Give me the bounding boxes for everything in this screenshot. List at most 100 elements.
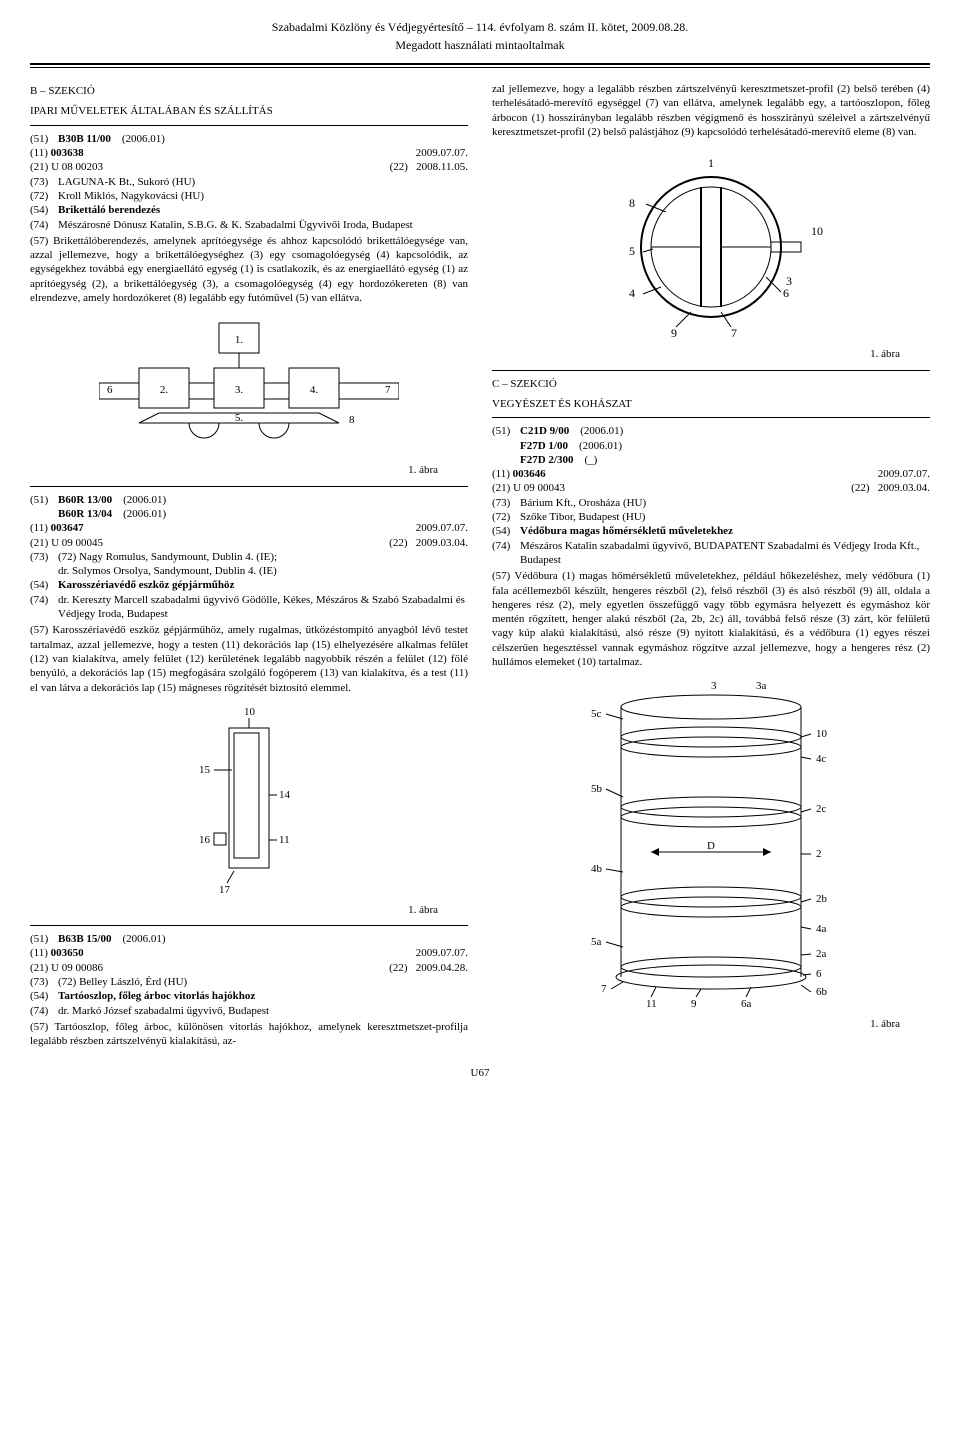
ipc: B30B 11/00: [58, 133, 111, 145]
fig-caption: 1. ábra: [492, 347, 930, 361]
pubnum: 003647: [51, 522, 84, 534]
f22: (22): [389, 537, 407, 549]
ipc-ver: (2006.01): [122, 133, 165, 145]
appnum: U 09 00043: [513, 482, 565, 494]
appdate: 2009.03.04.: [416, 537, 468, 549]
fig-caption: 1. ábra: [30, 463, 468, 477]
fig-caption: 1. ábra: [30, 903, 468, 917]
separator: [492, 417, 930, 418]
applicant: (72) Belley László, Érd (HU): [58, 975, 468, 989]
appdate: 2008.11.05.: [416, 161, 468, 173]
lbl-2: 2: [816, 848, 822, 860]
f74: (74): [30, 218, 58, 232]
figure-1-left: 1. 2. 3. 4. 6 7 5. 8 1. ábra: [30, 313, 468, 477]
f22: (22): [390, 161, 408, 173]
lbl-4b: 4b: [591, 863, 603, 875]
inventor: Szőke Tibor, Budapest (HU): [520, 510, 930, 524]
ipc: B63B 15/00: [58, 933, 111, 945]
agent: dr. Kereszty Marcell szabadalmi ügyvivő …: [58, 593, 468, 622]
separator: [492, 370, 930, 371]
lbl-5c: 5c: [591, 708, 602, 720]
f51: (51): [492, 424, 520, 438]
figure-2: 10 15 14 16 11 17 1. ábra: [30, 703, 468, 917]
f51: (51): [30, 932, 58, 946]
lbl-5: 5.: [235, 412, 244, 424]
abstract: (57) Brikettálóberendezés, amelynek aprí…: [30, 234, 468, 305]
f21: (21): [30, 962, 48, 974]
ipc-ver: (2006.01): [580, 425, 623, 437]
section-c-title: VEGYÉSZET ÉS KOHÁSZAT: [492, 397, 930, 411]
f11: (11): [30, 947, 48, 959]
entry-4: (51)C21D 9/00 (2006.01) F27D 1/00 (2006.…: [492, 424, 930, 669]
left-column: B – SZEKCIÓ IPARI MŰVELETEK ÁLTALÁBAN ÉS…: [30, 80, 468, 1048]
lbl-D: D: [707, 840, 715, 852]
pubdate: 2009.07.07.: [416, 946, 468, 960]
f22: (22): [389, 962, 407, 974]
f11: (11): [30, 147, 48, 159]
pubdate: 2009.07.07.: [878, 467, 930, 481]
f74: (74): [492, 539, 520, 568]
title: Karosszériavédő eszköz gépjárműhöz: [58, 578, 468, 592]
ipc3-ver: (_): [584, 454, 597, 466]
appdate: 2009.04.28.: [416, 962, 468, 974]
ipc2-ver: (2006.01): [123, 508, 166, 520]
right-column: zal jellemezve, hogy a legalább részben …: [492, 80, 930, 1048]
lbl-11: 11: [646, 998, 657, 1010]
lbl-17: 17: [219, 884, 231, 896]
pubdate: 2009.07.07.: [416, 146, 468, 160]
figure-3: D 3 3a 5c 10 4c 5b 2c 2 4b 2b 4a 5a 2a 6…: [492, 677, 930, 1031]
agent: dr. Markó József szabadalmi ügyvivő, Bud…: [58, 1004, 468, 1018]
appnum: U 08 00203: [51, 161, 103, 173]
section-c-code: C – SZEKCIÓ: [492, 377, 930, 391]
f74: (74): [30, 1004, 58, 1018]
lbl-16: 16: [199, 834, 211, 846]
lbl-6a: 6a: [741, 998, 752, 1010]
f72: (72): [492, 510, 520, 524]
lbl-6b: 6b: [816, 986, 828, 998]
entry-2: (51)B60R 13/00 (2006.01) B60R 13/04 (200…: [30, 493, 468, 695]
lbl-4a: 4a: [816, 923, 827, 935]
f51: (51): [30, 132, 58, 146]
lbl-4: 4.: [310, 384, 319, 396]
agent: Mészáros Katalin szabadalmi ügyvivő, BUD…: [520, 539, 930, 568]
fig-caption: 1. ábra: [492, 1017, 930, 1031]
f54: (54): [30, 989, 58, 1003]
ipc2-ver: (2006.01): [579, 440, 622, 452]
applicant: Bárium Kft., Orosháza (HU): [520, 496, 930, 510]
title: Védőbura magas hőmérsékletű műveletekhez: [520, 524, 930, 538]
f54: (54): [30, 203, 58, 217]
f21: (21): [492, 482, 510, 494]
lbl-3: 3: [786, 274, 792, 288]
lbl-3: 3: [711, 680, 717, 692]
lbl-10: 10: [811, 224, 823, 238]
figure-1-right: 1 8 5 4 9 7 6 3 10 1. ábra: [492, 147, 930, 361]
lbl-5b: 5b: [591, 783, 603, 795]
page-header: Szabadalmi Közlöny és Védjegyértesítő – …: [30, 20, 930, 53]
title: Tartóoszlop, főleg árboc vitorlás hajókh…: [58, 989, 468, 1003]
lbl-3a: 3a: [756, 680, 767, 692]
entry-3: (51)B63B 15/00 (2006.01) (11) 0036502009…: [30, 932, 468, 1048]
abstract-cont: zal jellemezve, hogy a legalább részben …: [492, 82, 930, 139]
content-columns: B – SZEKCIÓ IPARI MŰVELETEK ÁLTALÁBAN ÉS…: [30, 80, 930, 1048]
f73: (73): [30, 550, 58, 564]
page-number: U67: [30, 1066, 930, 1080]
lbl-2: 2.: [160, 384, 169, 396]
lbl-8: 8: [629, 196, 635, 210]
ipc: C21D 9/00: [520, 425, 569, 437]
f54: (54): [30, 578, 58, 592]
abstract: (57) Tartóoszlop, főleg árboc, különösen…: [30, 1020, 468, 1049]
f54: (54): [492, 524, 520, 538]
lbl-2b: 2b: [816, 893, 828, 905]
abstract: (57) Karosszériavédő eszköz gépjárműhöz,…: [30, 623, 468, 694]
pubnum: 003646: [513, 468, 546, 480]
ipc-ver: (2006.01): [122, 933, 165, 945]
lbl-15: 15: [199, 764, 211, 776]
lbl-14: 14: [279, 789, 291, 801]
f74: (74): [30, 593, 58, 622]
section-b-title: IPARI MŰVELETEK ÁLTALÁBAN ÉS SZÁLLÍTÁS: [30, 104, 468, 118]
separator: [30, 125, 468, 126]
pubnum: 003638: [51, 147, 84, 159]
lbl-10: 10: [816, 728, 828, 740]
f73: (73): [492, 496, 520, 510]
separator: [30, 486, 468, 487]
